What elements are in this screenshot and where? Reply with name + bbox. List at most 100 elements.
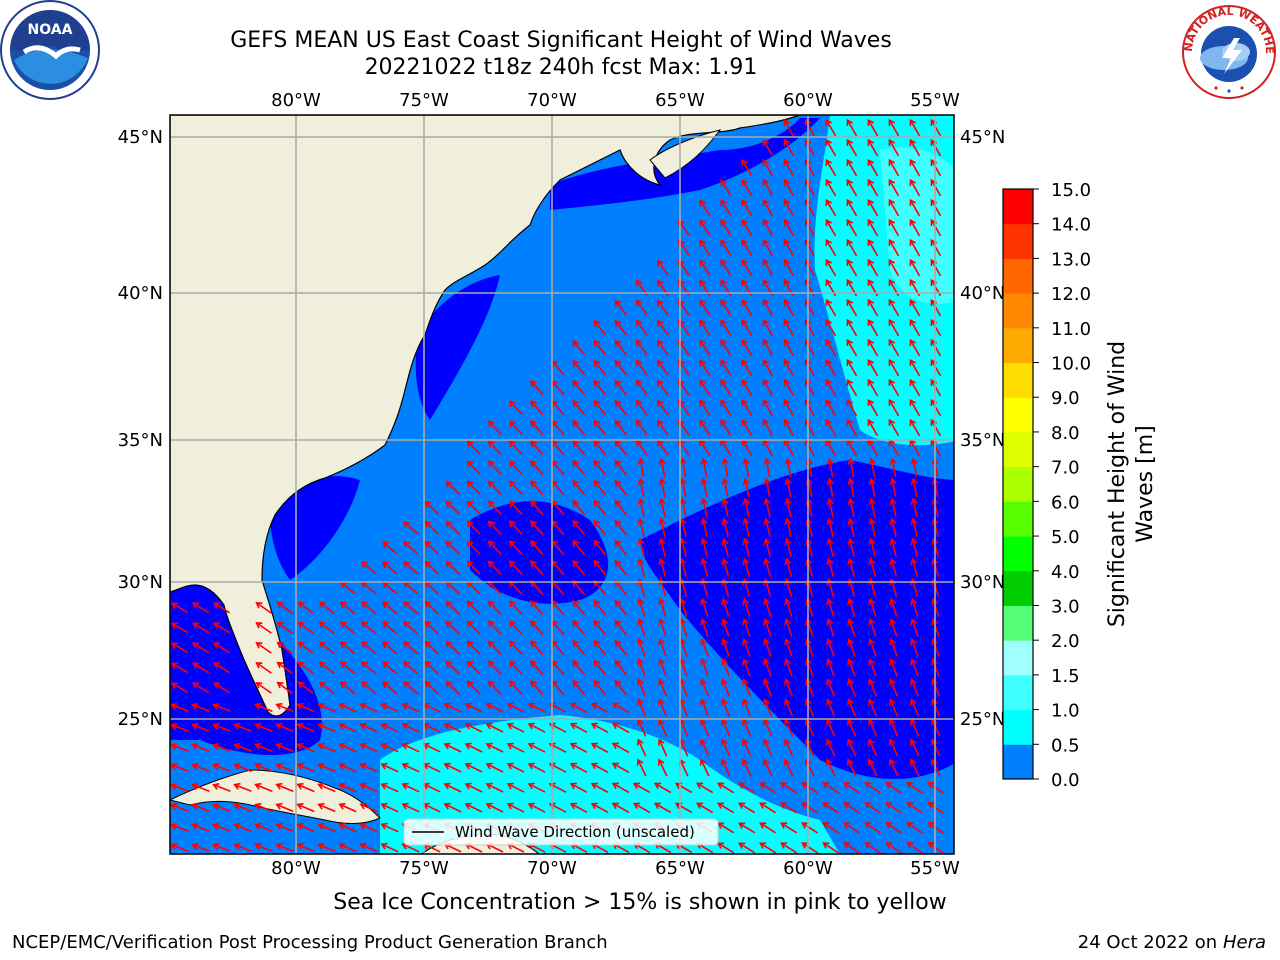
wind-arrow-icon: [716, 782, 735, 794]
wind-arrow-icon: [741, 158, 753, 177]
wind-arrow-icon: [382, 661, 398, 675]
wind-arrow-icon: [403, 600, 419, 615]
wind-arrow-icon: [170, 602, 189, 614]
wind-arrow-icon: [847, 517, 855, 537]
wind-arrow-icon: [506, 722, 525, 733]
wind-arrow-icon: [424, 620, 440, 635]
wind-arrow-icon: [699, 678, 710, 697]
wind-arrow-icon: [825, 218, 837, 237]
wind-arrow-icon: [885, 802, 902, 814]
wind-arrow-icon: [506, 702, 525, 713]
wind-arrow-icon: [741, 418, 753, 437]
wind-arrow-icon: [868, 658, 877, 677]
wind-arrow-icon: [445, 540, 461, 555]
wind-arrow-icon: [170, 843, 189, 852]
wind-arrow-icon: [741, 358, 753, 377]
wind-arrow-icon: [296, 762, 315, 773]
wind-arrow-icon: [720, 259, 732, 277]
wind-arrow-icon: [742, 477, 750, 497]
wind-arrow-icon: [867, 318, 879, 337]
wind-arrow-icon: [888, 338, 900, 357]
wind-arrow-icon: [508, 600, 523, 616]
wind-arrow-icon: [699, 199, 711, 216]
wind-arrow-icon: [338, 782, 357, 793]
wind-arrow-icon: [508, 460, 523, 476]
top-lon-labels: 80°W 75°W 70°W 65°W 60°W 55°W: [271, 90, 960, 111]
wind-arrow-icon: [762, 178, 774, 197]
wind-arrow-icon: [276, 681, 293, 694]
wind-arrow-icon: [656, 299, 669, 316]
wind-arrow-icon: [720, 299, 732, 317]
wind-arrow-icon: [635, 299, 648, 316]
wind-arrow-icon: [868, 597, 877, 617]
colorbar-segment: [1003, 674, 1033, 711]
wind-arrow-icon: [380, 762, 399, 773]
wind-arrow-icon: [487, 480, 502, 496]
wind-arrow-icon: [593, 559, 607, 576]
wind-arrow-icon: [191, 703, 210, 712]
wind-arrow-icon: [424, 520, 440, 535]
wind-arrow-icon: [656, 319, 669, 336]
colorbar-segment: [1003, 536, 1033, 572]
wind-arrow-icon: [910, 638, 919, 657]
wind-arrow-icon: [527, 702, 546, 713]
wind-arrow-icon: [889, 597, 898, 617]
wind-arrow-icon: [867, 698, 878, 717]
wind-arrow-icon: [889, 618, 898, 637]
wind-arrow-icon: [527, 782, 546, 793]
wind-arrow-icon: [846, 178, 858, 197]
wind-arrow-icon: [783, 118, 795, 137]
wind-arrow-icon: [254, 802, 273, 813]
wind-arrow-icon: [780, 822, 798, 834]
colorbar-tick-label: 9.0: [1051, 388, 1080, 409]
wind-arrow-icon: [909, 138, 921, 157]
wind-arrow-icon: [763, 497, 771, 517]
wind-arrow-icon: [658, 537, 666, 557]
wind-arrow-icon: [699, 339, 711, 356]
wind-arrow-icon: [716, 802, 735, 814]
wind-arrow-icon: [297, 621, 314, 635]
wind-arrow-icon: [170, 622, 189, 634]
wind-arrow-icon: [255, 602, 272, 614]
wind-arrow-icon: [593, 399, 607, 416]
wind-arrow-icon: [380, 782, 399, 793]
wind-arrow-icon: [445, 520, 461, 535]
wind-arrow-icon: [720, 419, 732, 437]
wind-arrow-icon: [359, 722, 378, 733]
wind-arrow-icon: [508, 620, 523, 636]
wind-arrow-icon: [700, 557, 709, 577]
wind-arrow-icon: [572, 599, 586, 616]
wind-arrow-icon: [889, 517, 897, 537]
wind-arrow-icon: [721, 618, 730, 637]
wind-arrow-icon: [360, 641, 377, 655]
wind-arrow-icon: [826, 477, 834, 497]
wind-arrow-icon: [699, 738, 710, 757]
wind-arrow-icon: [569, 802, 588, 814]
colorbar-tick-label: 0.5: [1051, 735, 1080, 756]
wind-arrow-icon: [700, 537, 708, 557]
wind-arrow-icon: [170, 723, 189, 732]
wind-arrow-icon: [212, 723, 231, 732]
wind-arrow-icon: [784, 497, 792, 517]
wind-arrow-icon: [762, 758, 773, 777]
wind-arrow-icon: [569, 722, 588, 734]
wind-arrow-icon: [889, 537, 897, 557]
wind-arrow-icon: [784, 597, 793, 617]
wind-arrow-icon: [424, 660, 440, 675]
wind-arrow-icon: [254, 842, 273, 853]
wind-arrow-icon: [276, 641, 293, 654]
wind-arrow-icon: [637, 537, 645, 557]
colorbar-tick-label: 14.0: [1051, 215, 1091, 236]
wind-arrow-icon: [867, 678, 878, 697]
wind-arrow-icon: [889, 638, 898, 657]
wind-arrow-icon: [909, 258, 921, 277]
wind-arrow-icon: [825, 178, 837, 197]
wind-arrow-icon: [359, 782, 378, 793]
wind-arrow-icon: [825, 418, 837, 437]
wave-band-low-shelf: [415, 275, 500, 420]
colorbar-tick-label: 8.0: [1051, 423, 1080, 444]
wind-arrow-icon: [255, 622, 272, 634]
wind-arrow-icon: [466, 500, 481, 515]
map-subtitle: 20221022 t18z 240h fcst Max: 1.91: [364, 55, 758, 80]
wind-arrow-icon: [593, 359, 607, 376]
